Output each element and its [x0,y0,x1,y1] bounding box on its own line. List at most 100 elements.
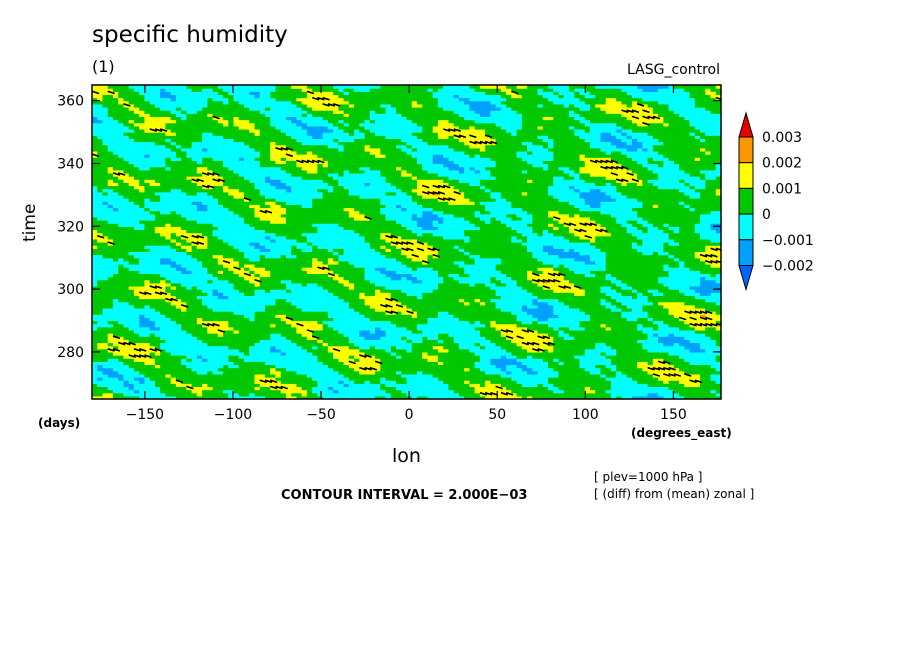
heatmap-cell [327,364,334,369]
heatmap-cell [317,373,324,378]
heatmap-cell [364,358,371,362]
heatmap-cell [107,383,114,388]
heatmap-cell [679,345,685,350]
heatmap-cell [285,358,292,362]
heatmap-cell [285,355,292,359]
heatmap-cell [406,377,413,381]
heatmap-cell [306,373,313,378]
heatmap-cell [118,345,125,350]
heatmap-cell [600,389,607,394]
heatmap-cell [563,380,570,384]
heatmap-cell [254,383,261,388]
heatmap-cell [495,364,502,369]
heatmap-cell [348,355,355,359]
heatmap-cell [133,373,140,378]
heatmap-cell [411,364,418,369]
heatmap-cell [411,389,418,394]
heatmap-cell [306,351,313,356]
heatmap-cell [133,342,140,347]
heatmap-cell [259,392,266,397]
heatmap-cell [170,389,177,394]
heatmap-cell [631,383,638,388]
heatmap-cell [144,355,151,359]
heatmap-cell [97,348,104,353]
heatmap-cell [254,364,261,369]
heatmap-cell [291,392,298,397]
heatmap-cell [511,383,518,388]
heatmap-cell [479,392,486,397]
heatmap-cell [700,389,706,394]
heatmap-cell [679,380,685,384]
heatmap-cell [385,348,392,353]
heatmap-cell [228,358,235,362]
heatmap-cell [165,392,172,397]
heatmap-cell [92,367,98,372]
heatmap-cell [165,389,172,394]
heatmap-cell [396,383,402,388]
heatmap-cell [92,373,98,378]
heatmap-cell [191,383,198,388]
heatmap-cell [291,383,298,388]
heatmap-cell [469,389,476,394]
heatmap-cell [144,389,151,394]
heatmap-cell [191,386,198,391]
heatmap-cell [584,377,591,381]
heatmap-cell [616,351,623,356]
heatmap-cell [212,358,219,362]
heatmap-cell [548,358,554,362]
heatmap-cell [390,389,397,394]
heatmap-cell [427,380,434,384]
heatmap-cell [406,351,413,356]
heatmap-cell [437,358,444,362]
heatmap-cell [584,373,591,378]
heatmap-cell [495,392,502,397]
heatmap-cell [673,348,680,353]
heatmap-cell [244,383,250,388]
heatmap-cell [511,351,518,356]
heatmap-cell [97,392,104,397]
heatmap-cell [306,370,313,375]
heatmap-cell [516,389,523,394]
heatmap-cell [537,361,544,366]
heatmap-cell [380,361,387,366]
heatmap-cell [715,351,721,356]
heatmap-cell [238,377,245,381]
heatmap-cell [506,367,512,372]
heatmap-cell [469,395,476,399]
heatmap-cell [668,364,675,369]
heatmap-cell [333,348,339,353]
heatmap-cell [652,367,659,372]
heatmap-cell [537,386,544,391]
heatmap-cell [196,367,203,372]
heatmap-cell [537,358,544,362]
heatmap-cell [291,386,298,391]
heatmap-cell [264,395,271,399]
heatmap-cell [312,355,318,359]
heatmap-cell [181,342,187,347]
heatmap-cell [112,358,119,362]
heatmap-cell [312,351,318,356]
heatmap-cell [375,358,381,362]
heatmap-cell [275,361,282,366]
heatmap-cell [291,380,298,384]
heatmap-cell [139,358,146,362]
heatmap-cell [160,373,166,378]
heatmap-cell [464,361,470,366]
heatmap-cell [406,361,413,366]
heatmap-cell [458,348,465,353]
heatmap-cell [223,355,229,359]
heatmap-cell [238,386,245,391]
heatmap-cell [694,386,701,391]
heatmap-cell [568,386,575,391]
heatmap-cell [259,380,266,384]
heatmap-cell [411,370,418,375]
heatmap-cell [359,348,366,353]
heatmap-cell [385,361,392,366]
heatmap-cell [154,377,161,381]
heatmap-cell [705,389,712,394]
heatmap-cell [160,358,166,362]
heatmap-cell [416,395,423,399]
heatmap-cell [516,392,523,397]
heatmap-cell [637,355,643,359]
heatmap-cell [338,386,345,391]
